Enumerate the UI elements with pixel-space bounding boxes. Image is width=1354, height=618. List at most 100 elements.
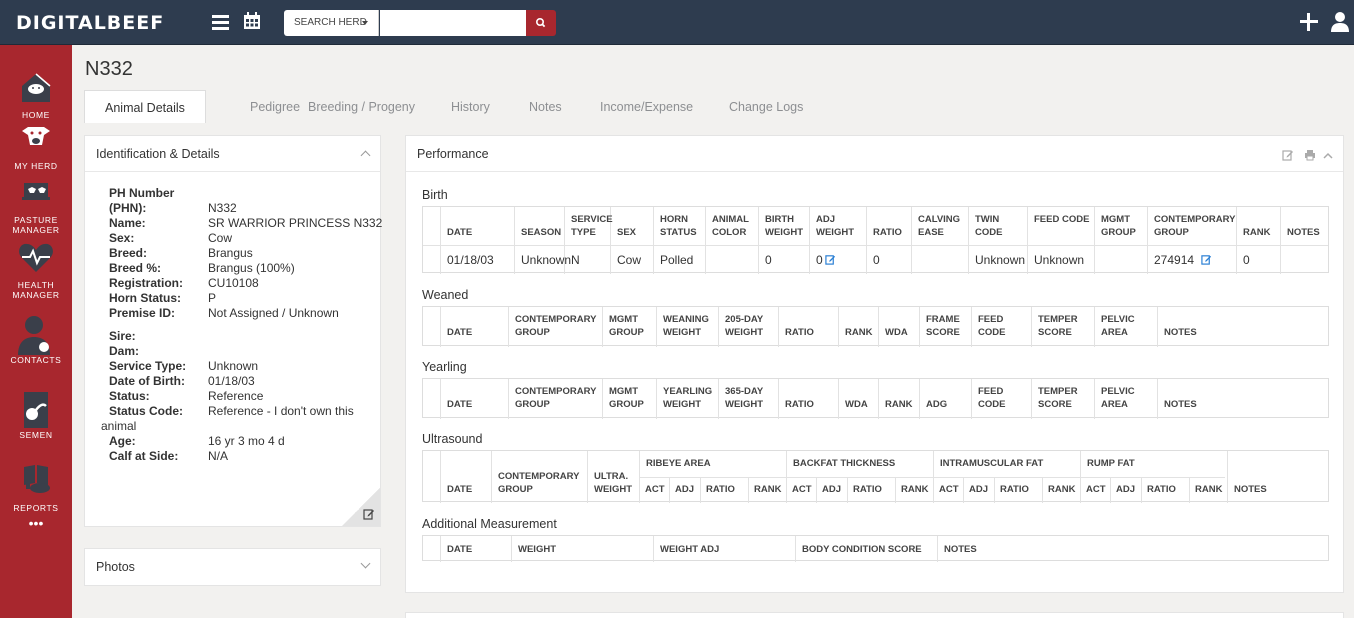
column-header[interactable]: NOTES [1164,399,1197,410]
column-header[interactable]: FRAME SCORE [926,314,960,338]
identification-panel-header[interactable]: Identification & Details [85,136,380,172]
column-header[interactable]: TEMPER SCORE [1038,314,1078,338]
sidebar-item-my-herd[interactable]: MY HERD [0,121,72,171]
sidebar-item-health-manager[interactable]: HEALTH MANAGER [0,240,72,300]
column-header[interactable]: SEASON [521,227,562,238]
column-header[interactable]: RANK [885,399,913,410]
column-header[interactable]: ACT [645,484,665,495]
column-header[interactable]: SEX [617,227,637,238]
column-header[interactable]: ANIMAL COLOR [712,214,749,238]
user-account-icon[interactable] [1330,11,1350,33]
sidebar-item-contacts[interactable]: CONTACTS [0,315,72,365]
chevron-down-icon[interactable] [360,558,371,569]
search-input[interactable] [380,10,526,36]
column-header[interactable]: 205-DAY WEIGHT [725,314,764,338]
column-header[interactable]: RANK [901,484,929,495]
column-header[interactable]: DATE [447,399,473,410]
column-header[interactable]: PELVIC AREA [1101,386,1135,410]
app-logo[interactable]: DIGITALBEEF [16,12,165,34]
column-header[interactable]: RANK [754,484,782,495]
calendar-icon[interactable] [242,11,264,33]
column-header[interactable]: BODY CONDITION SCORE [802,544,922,555]
column-header[interactable]: ADG [926,399,948,410]
column-header[interactable]: BIRTH WEIGHT [765,214,803,238]
column-header[interactable]: RATIO [873,227,902,238]
column-header[interactable]: FEED CODE [1034,214,1090,225]
column-header[interactable]: MGMT GROUP [609,314,644,338]
column-header[interactable]: RATIO [853,484,882,495]
column-header[interactable]: WEANING WEIGHT [663,314,709,338]
column-header[interactable]: DATE [447,544,473,555]
column-header[interactable]: WDA [845,399,868,410]
column-header-group[interactable]: RUMP FAT [1087,458,1135,469]
column-header[interactable]: DATE [447,327,473,338]
column-header[interactable]: NOTES [1234,484,1267,495]
column-header[interactable]: DATE [447,484,473,495]
column-header[interactable]: WDA [885,327,908,338]
search-scope-dropdown[interactable]: SEARCH HERD [284,10,379,36]
column-header[interactable]: PELVIC AREA [1101,314,1135,338]
column-header[interactable]: ACT [939,484,959,495]
sidebar-item-semen[interactable]: SEMEN [0,390,72,440]
column-header[interactable]: CALVING EASE [918,214,961,238]
column-header[interactable]: TWIN CODE [975,214,1003,238]
sidebar-item-reports[interactable]: REPORTS [0,463,72,513]
column-header[interactable]: ULTRA. WEIGHT [594,471,632,495]
column-header[interactable]: NOTES [944,544,977,555]
tab-change-logs[interactable]: Change Logs [729,100,804,114]
sidebar-item-pasture-manager[interactable]: PASTURE MANAGER [0,175,72,235]
more-icon[interactable]: ••• [28,515,44,531]
column-header[interactable]: FEED CODE [978,314,1006,338]
sidebar-item-home[interactable]: HOME [0,70,72,120]
chevron-up-icon[interactable] [1323,151,1333,161]
column-header[interactable]: ADJ [822,484,842,495]
column-header[interactable]: CONTEMPORARY GROUP [498,471,580,495]
column-header[interactable]: ADJ WEIGHT [816,214,854,238]
column-header[interactable]: MGMT GROUP [1101,214,1136,238]
column-header[interactable]: CONTEMPORARY GROUP [515,386,597,410]
column-header[interactable]: RANK [1243,227,1271,238]
column-header[interactable]: RANK [1048,484,1076,495]
column-header[interactable]: RATIO [1000,484,1029,495]
hamburger-menu-icon[interactable] [210,11,232,33]
column-header-group[interactable]: RIBEYE AREA [646,458,711,469]
column-header[interactable]: ADJ [969,484,989,495]
column-header[interactable]: RANK [1195,484,1223,495]
tab-history[interactable]: History [451,100,490,114]
search-button[interactable] [526,10,556,36]
column-header[interactable]: WEIGHT ADJ [660,544,720,555]
column-header[interactable]: SERVICE TYPE [571,214,613,238]
column-header[interactable]: ACT [1086,484,1106,495]
column-header[interactable]: NOTES [1287,227,1320,238]
edit-icon[interactable] [1201,254,1212,265]
column-header[interactable]: RATIO [706,484,735,495]
column-header[interactable]: CONTEMPORARY GROUP [1154,214,1236,238]
add-plus-icon[interactable] [1299,12,1319,32]
column-header[interactable]: RANK [845,327,873,338]
column-header[interactable]: DATE [447,227,473,238]
edit-icon[interactable] [1282,149,1294,161]
column-header[interactable]: RATIO [785,327,814,338]
tab-pedigree[interactable]: Pedigree [250,100,301,114]
tab-income-expense[interactable]: Income/Expense [600,100,694,114]
column-header-group[interactable]: BACKFAT THICKNESS [793,458,896,469]
edit-details-button[interactable] [342,488,380,526]
column-header[interactable]: FEED CODE [978,386,1006,410]
column-header-group[interactable]: INTRAMUSCULAR FAT [940,458,1044,469]
column-header[interactable]: TEMPER SCORE [1038,386,1078,410]
column-header[interactable]: MGMT GROUP [609,386,644,410]
column-header[interactable]: CONTEMPORARY GROUP [515,314,597,338]
tab-notes[interactable]: Notes [529,100,562,114]
column-header[interactable]: RATIO [785,399,814,410]
column-header[interactable]: 365-DAY WEIGHT [725,386,764,410]
column-header[interactable]: NOTES [1164,327,1197,338]
column-header[interactable]: RATIO [1147,484,1176,495]
photos-panel-header[interactable]: Photos [85,549,380,585]
column-header[interactable]: ACT [792,484,812,495]
column-header[interactable]: HORN STATUS [660,214,697,238]
print-icon[interactable] [1304,149,1316,161]
column-header[interactable]: ADJ [675,484,695,495]
edit-icon[interactable] [825,254,836,265]
chevron-up-icon[interactable] [360,150,371,161]
tab-breeding-progeny[interactable]: Breeding / Progeny [308,100,416,114]
